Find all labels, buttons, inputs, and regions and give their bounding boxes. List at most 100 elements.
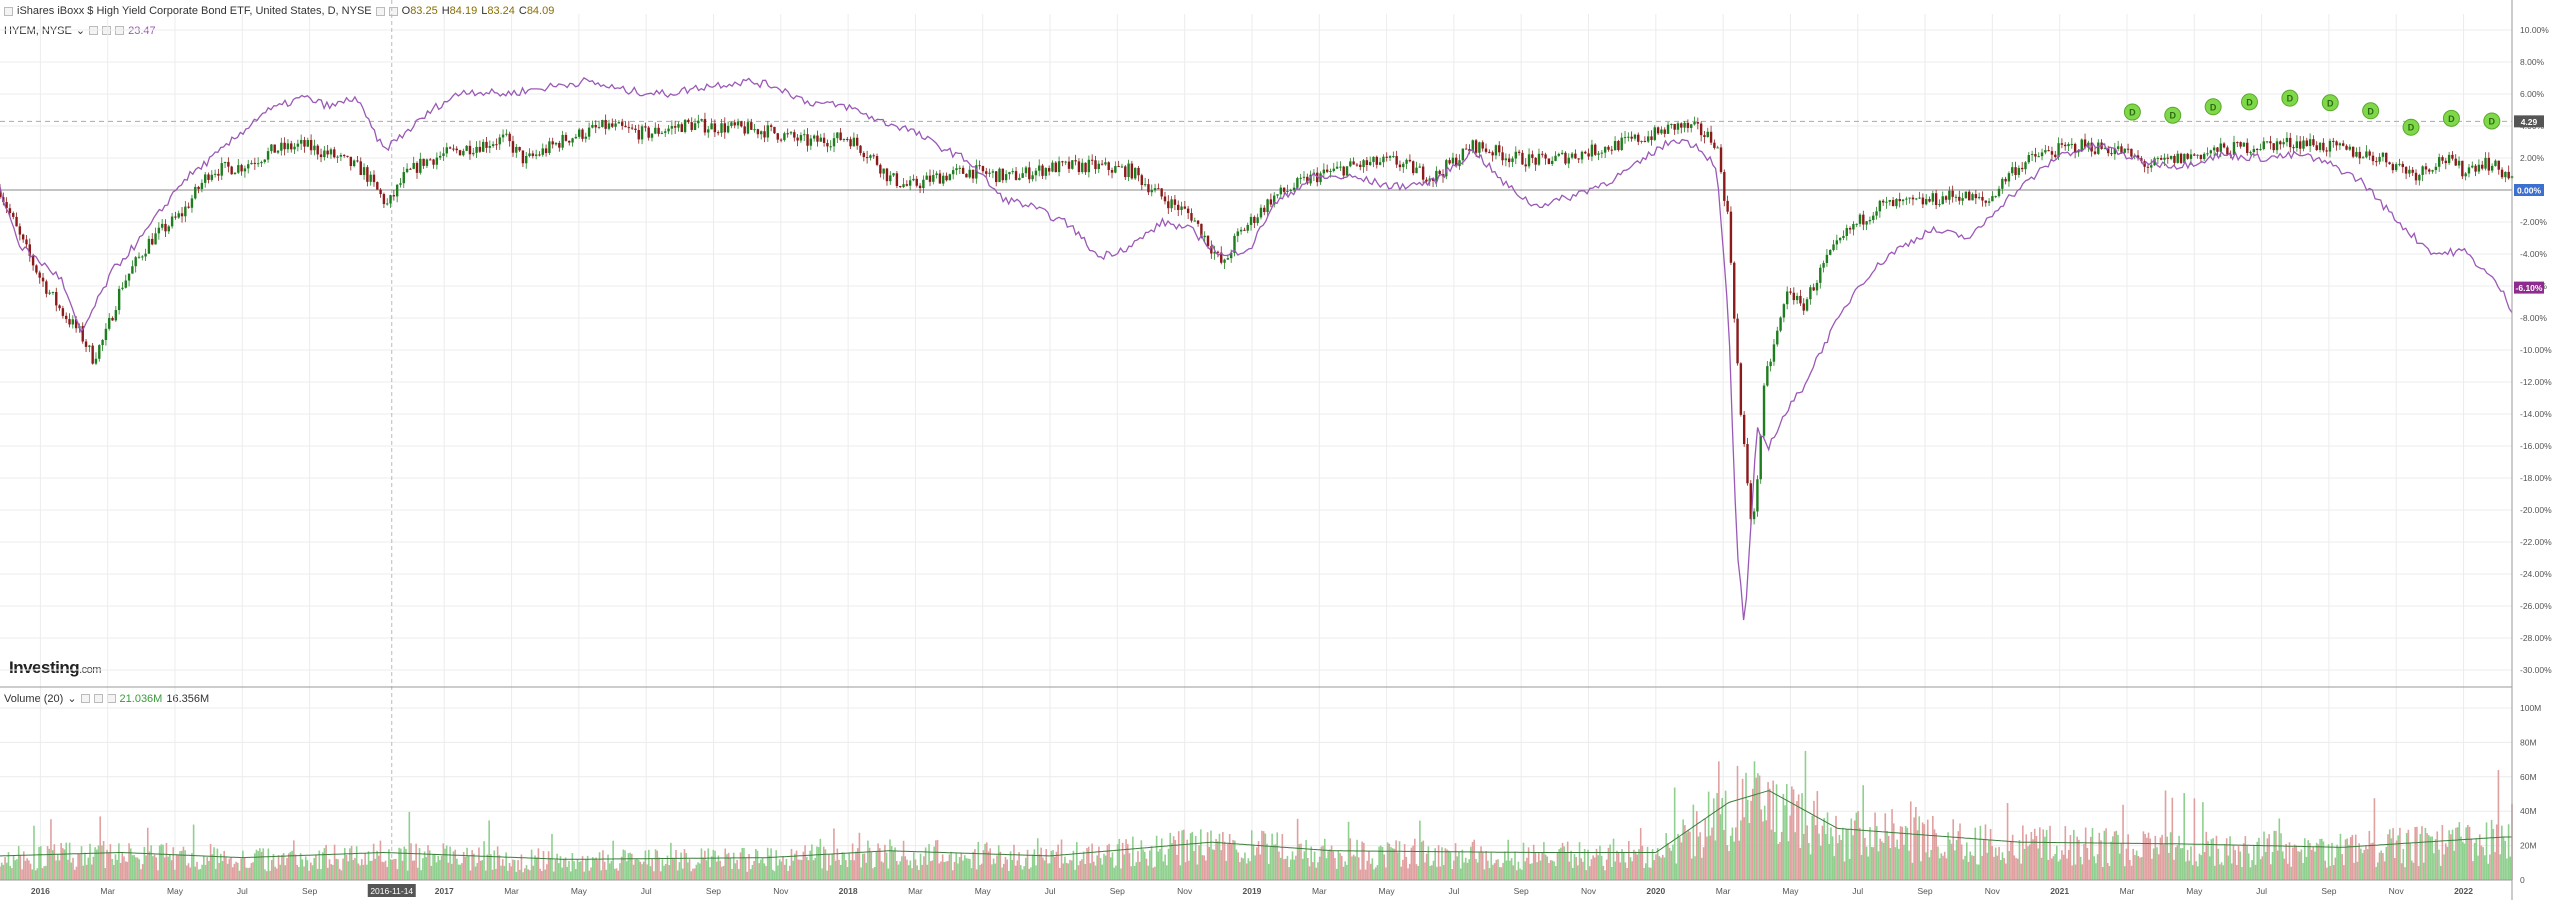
volume-bar <box>1356 839 1358 880</box>
volume-bar <box>1109 857 1112 880</box>
volume-bar <box>812 860 815 880</box>
candle <box>1594 144 1597 155</box>
volume-bar <box>969 858 971 880</box>
dividend-icon[interactable] <box>2240 93 2258 111</box>
volume-bar <box>1901 826 1904 880</box>
volume-bar <box>2144 834 2146 880</box>
volume-bar <box>2451 829 2454 880</box>
volume-bar <box>1537 852 1540 880</box>
volume-bar <box>96 849 98 880</box>
volume-bar <box>795 850 798 880</box>
candle <box>485 141 488 148</box>
dividend-marker[interactable]: D <box>2362 102 2380 120</box>
volume-bar <box>1791 786 1793 880</box>
candle <box>1345 166 1349 176</box>
volume-bar <box>763 863 766 880</box>
volume-bar <box>298 867 300 880</box>
volume-bar <box>1325 858 1328 880</box>
candle <box>1746 444 1749 484</box>
dropdown-icon[interactable]: ⌄ <box>67 693 77 705</box>
volume-bar <box>546 864 548 880</box>
volume-bar <box>85 864 88 880</box>
volume-bar <box>2001 852 2004 880</box>
candle <box>2289 137 2292 148</box>
volume-bar <box>2349 837 2352 880</box>
volume-bar <box>1023 866 1025 880</box>
dividend-icon[interactable] <box>2362 102 2380 120</box>
volume-bar <box>1233 840 1236 880</box>
dividend-icon[interactable] <box>2123 103 2141 121</box>
candle <box>435 157 439 165</box>
volume-bar <box>1025 857 1027 880</box>
volume-bar <box>962 860 964 880</box>
dividend-marker[interactable]: D <box>2483 112 2501 130</box>
candle <box>313 145 316 151</box>
volume-bar <box>923 856 925 880</box>
dividend-icon[interactable] <box>2321 94 2339 112</box>
x-tick-label: Sep <box>2321 886 2336 896</box>
dividend-icon[interactable] <box>2402 118 2420 136</box>
volume-bar <box>1578 842 1581 880</box>
dividend-icon[interactable] <box>2442 109 2460 127</box>
volume-bar <box>1349 838 1352 880</box>
candle <box>213 173 217 175</box>
volume-bar <box>279 864 282 880</box>
dividend-marker[interactable]: D <box>2321 94 2339 112</box>
dividend-icon[interactable] <box>2164 106 2182 124</box>
collapse-icon[interactable] <box>4 6 13 16</box>
candle <box>2252 148 2256 153</box>
y-tick-label: -14.00% <box>2520 409 2552 419</box>
candle <box>1236 231 1239 236</box>
dividend-marker[interactable]: D <box>2123 103 2141 121</box>
volume-bar <box>1374 867 1377 880</box>
volume-bar <box>1427 846 1430 880</box>
candle <box>1223 259 1226 263</box>
dividend-marker[interactable]: D <box>2402 118 2420 136</box>
y-tick-label: -26.00% <box>2520 601 2552 611</box>
x-tick-label: May <box>2186 886 2203 896</box>
volume-bar <box>681 868 684 880</box>
dividend-icon[interactable] <box>2483 112 2501 130</box>
candle <box>1541 153 1544 155</box>
candle <box>1643 140 1647 142</box>
candle <box>1190 213 1193 221</box>
candle <box>333 149 336 158</box>
volume-bar <box>1736 765 1739 880</box>
volume-bar <box>850 860 852 880</box>
dividend-marker[interactable]: D <box>2240 93 2258 111</box>
dropdown-icon[interactable]: ⌄ <box>75 25 86 37</box>
volume-bar <box>1675 863 1678 880</box>
candle <box>2269 141 2272 144</box>
volume-bar <box>996 855 998 880</box>
dividend-marker[interactable]: D <box>2442 109 2460 127</box>
volume-bar <box>1293 859 1296 880</box>
settings-icon[interactable] <box>375 6 385 16</box>
volume-bar <box>2259 859 2262 880</box>
volume-bar <box>2129 859 2131 880</box>
volume-bar <box>1313 851 1316 880</box>
candle <box>1723 172 1726 201</box>
close-icon[interactable] <box>106 694 116 703</box>
hide-icon[interactable] <box>388 6 398 16</box>
settings-icon[interactable] <box>80 694 90 703</box>
volume-bar <box>265 871 268 880</box>
dividend-marker[interactable]: D <box>2281 89 2299 107</box>
hide-icon[interactable] <box>93 694 103 703</box>
volume-bar <box>484 870 487 880</box>
dividend-marker[interactable]: D <box>2164 106 2182 124</box>
dividend-icon[interactable] <box>2204 98 2222 116</box>
volume-bar <box>1106 845 1109 880</box>
volume-bar <box>308 870 310 880</box>
volume-bar <box>1342 866 1345 880</box>
volume-bar <box>885 852 888 880</box>
candle <box>1557 153 1561 156</box>
volume-bar <box>1096 855 1098 880</box>
volume-bar <box>1223 841 1226 880</box>
volume-bar <box>1254 855 1256 880</box>
candle <box>1412 161 1415 174</box>
candle <box>769 125 773 127</box>
dividend-icon[interactable] <box>2281 89 2299 107</box>
volume-bar <box>418 847 421 880</box>
dividend-marker[interactable]: D <box>2204 98 2222 116</box>
